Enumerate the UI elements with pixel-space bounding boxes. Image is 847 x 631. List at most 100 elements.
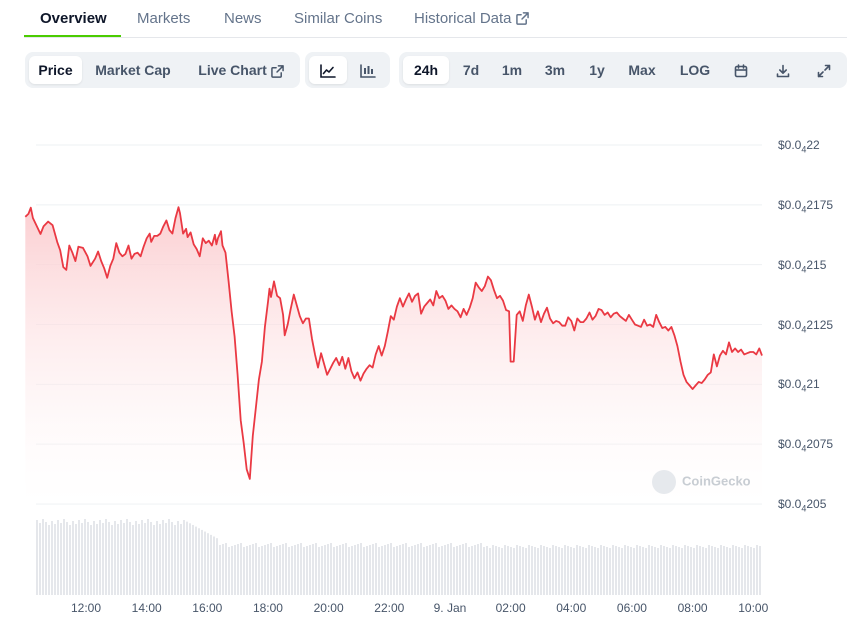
volume-bar — [492, 545, 494, 595]
x-tick-label: 14:00 — [131, 601, 162, 615]
volume-bar — [126, 519, 128, 595]
range-max[interactable]: Max — [628, 62, 656, 78]
volume-bar — [756, 545, 758, 595]
volume-bar — [210, 534, 212, 595]
volume-bar — [417, 544, 419, 595]
volume-bar — [186, 521, 188, 595]
volume-bar — [129, 522, 131, 595]
volume-bar — [735, 546, 737, 595]
volume-bar — [375, 543, 377, 595]
calendar-icon — [734, 64, 748, 78]
volume-bar — [657, 548, 659, 595]
volume-bar — [630, 547, 632, 595]
volume-bar — [309, 545, 311, 595]
volume-bar — [120, 520, 122, 595]
volume-bar — [429, 545, 431, 595]
x-tick-label: 16:00 — [192, 601, 223, 615]
volume-bar — [750, 547, 752, 595]
market-cap-toggle[interactable]: Market Cap — [95, 62, 171, 78]
volume-bar — [420, 543, 422, 595]
volume-bar — [198, 528, 200, 595]
volume-bar — [696, 545, 698, 595]
volume-bar — [564, 545, 566, 595]
volume-bar — [102, 523, 104, 595]
volume-bar — [270, 543, 272, 595]
view-toggle-group: Price Market Cap Live Chart — [25, 52, 300, 88]
volume-bar — [732, 545, 734, 595]
volume-bar — [114, 521, 116, 595]
range-3m[interactable]: 3m — [544, 62, 566, 78]
tab-historical-data[interactable]: Historical Data — [414, 10, 529, 27]
volume-bar — [111, 525, 113, 595]
range-1m[interactable]: 1m — [501, 62, 523, 78]
tab-markets[interactable]: Markets — [137, 10, 191, 27]
x-tick-label: 02:00 — [495, 601, 526, 615]
volume-bar — [405, 543, 407, 595]
candlestick-icon — [360, 64, 376, 79]
volume-bar — [543, 546, 545, 595]
live-chart-label: Live Chart — [198, 62, 267, 78]
volume-bar — [660, 545, 662, 595]
candlestick-button[interactable] — [349, 56, 387, 84]
download-button[interactable] — [767, 56, 799, 84]
volume-bar — [393, 547, 395, 595]
tab-overview[interactable]: Overview — [40, 10, 107, 27]
volume-bar — [459, 545, 461, 595]
tab-news[interactable]: News — [224, 10, 262, 27]
volume-bar — [651, 546, 653, 595]
volume-bar — [108, 522, 110, 595]
price-chart[interactable]: $0.0422 $0.042175 $0.04215 $0.042125 $0.0421… — [0, 100, 847, 631]
volume-bar — [336, 546, 338, 595]
calendar-button[interactable] — [725, 56, 757, 84]
volume-bar — [246, 546, 248, 595]
volume-bar — [84, 519, 86, 595]
volume-bar — [240, 543, 242, 595]
volume-bar — [153, 525, 155, 595]
volume-bar — [690, 547, 692, 595]
volume-bar — [435, 543, 437, 595]
range-1y[interactable]: 1y — [589, 62, 605, 78]
volume-bar — [342, 544, 344, 595]
volume-bar — [51, 521, 53, 595]
volume-bar — [366, 546, 368, 595]
volume-bar — [594, 547, 596, 595]
volume-bar — [438, 547, 440, 595]
live-chart-link[interactable]: Live Chart — [190, 56, 292, 84]
range-7d[interactable]: 7d — [462, 62, 480, 78]
volume-bar — [180, 524, 182, 595]
volume-bar — [57, 520, 59, 595]
volume-bar — [612, 545, 614, 595]
volume-bar — [285, 543, 287, 595]
fullscreen-button[interactable] — [808, 56, 840, 84]
volume-bar — [546, 547, 548, 595]
volume-bar — [300, 543, 302, 595]
volume-bar — [714, 547, 716, 595]
x-tick-label: 22:00 — [374, 601, 405, 615]
volume-bar — [255, 543, 257, 595]
volume-bar — [624, 545, 626, 595]
volume-bar — [351, 546, 353, 595]
volume-bar — [216, 538, 218, 595]
log-scale-toggle[interactable]: LOG — [679, 62, 711, 78]
x-tick-label: 20:00 — [313, 601, 344, 615]
volume-bar — [237, 544, 239, 595]
price-line — [24, 206, 763, 480]
external-link-icon — [515, 12, 529, 25]
y-tick-label: $0.042075 — [778, 437, 834, 454]
volume-bar — [222, 544, 224, 595]
volume-bar — [204, 531, 206, 595]
volume-bar — [165, 523, 167, 595]
page-tabs: Overview Markets News Similar Coins Hist… — [24, 0, 847, 38]
volume-bar — [483, 547, 485, 595]
volume-bar — [480, 543, 482, 595]
tab-similar-coins[interactable]: Similar Coins — [294, 10, 383, 27]
volume-bar — [600, 545, 602, 595]
volume-bar — [474, 545, 476, 595]
volume-bar — [279, 545, 281, 595]
range-24h[interactable]: 24h — [403, 56, 449, 84]
volume-bar — [495, 546, 497, 595]
line-chart-button[interactable] — [309, 56, 347, 84]
price-toggle[interactable]: Price — [29, 56, 82, 84]
volume-bar — [297, 544, 299, 595]
price-area-fill — [25, 207, 763, 504]
